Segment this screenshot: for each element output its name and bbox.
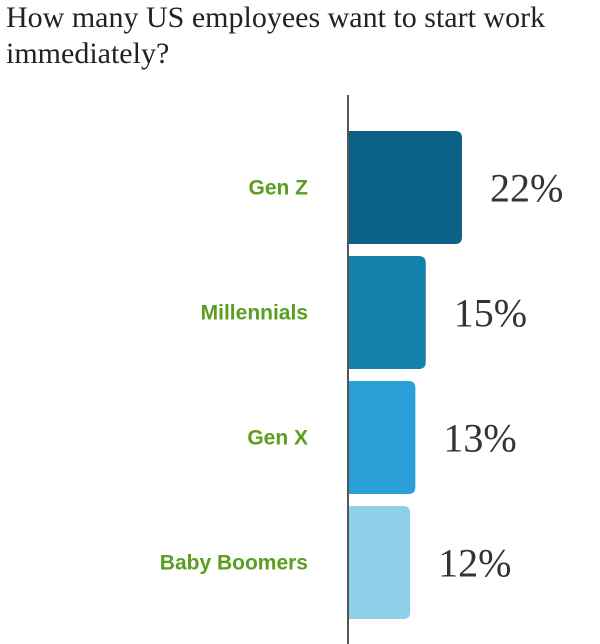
value-label: 15% <box>454 291 527 336</box>
bar-millennials <box>348 256 426 369</box>
category-label: Baby Boomers <box>160 552 308 575</box>
value-label: 22% <box>490 166 563 211</box>
chart-title: How many US employees want to start work… <box>6 1 546 70</box>
category-label: Gen Z <box>248 177 308 200</box>
category-label: Millennials <box>201 302 308 325</box>
value-label: 12% <box>438 541 511 586</box>
value-label: 13% <box>443 416 516 461</box>
bar-gen-z <box>348 131 462 244</box>
bar-gen-x <box>348 381 416 494</box>
labels-layer: Gen Z 22% Millennials 15% Gen X 13% Baby Boome… <box>160 166 564 586</box>
category-label: Gen X <box>247 427 308 450</box>
bar-baby-boomers <box>348 506 411 619</box>
bars-layer <box>348 131 462 619</box>
